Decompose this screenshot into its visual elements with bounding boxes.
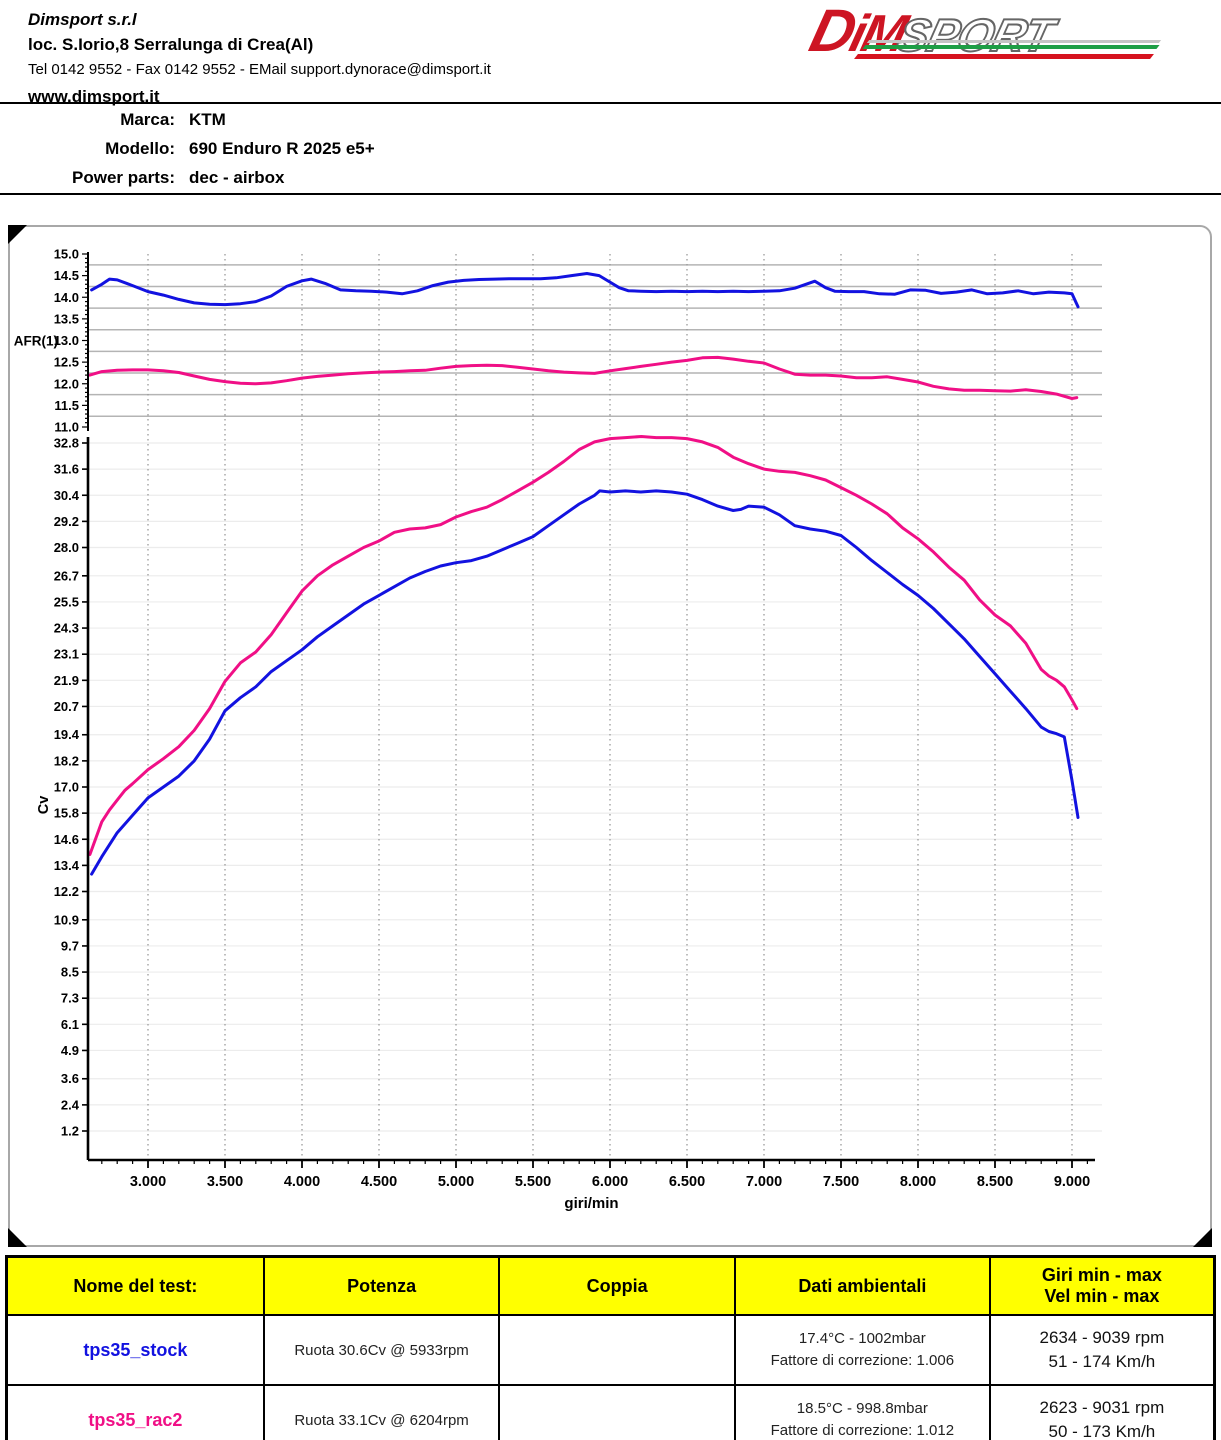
afr-ytick-label: 14.0 — [54, 290, 79, 305]
company-contacts: Tel 0142 9552 - Fax 0142 9552 - EMail su… — [28, 61, 491, 79]
cv-ytick-label: 4.9 — [61, 1043, 79, 1058]
header-divider — [0, 102, 1221, 104]
cv-ytick-label: 32.8 — [54, 436, 79, 451]
cv-ytick-label: 10.9 — [54, 912, 79, 927]
cv-ytick-label: 20.7 — [54, 699, 79, 714]
rpm-xtick-label: 8.500 — [977, 1174, 1013, 1190]
dimsport-logo: DiMSPORT — [804, 0, 1162, 64]
frame-corner-bottom-right-icon — [1193, 1228, 1212, 1247]
cv-ytick-label: 6.1 — [61, 1017, 79, 1032]
rpm-xtick-label: 3.000 — [130, 1174, 166, 1190]
rpm-xtick-label: 4.500 — [361, 1174, 397, 1190]
cv-ytick-label: 25.5 — [54, 594, 79, 609]
afr-curve-tps35_rac2 — [88, 355, 1079, 400]
rpm-xtick-label: 7.000 — [746, 1174, 782, 1190]
cv-ytick-label: 13.4 — [54, 858, 80, 873]
rpm-xtick-label: 5.500 — [515, 1174, 551, 1190]
logo-stripe-green — [862, 45, 1160, 49]
power-parts-label: Power parts: — [72, 168, 175, 187]
test-name-cell: tps35_rac2 — [5, 1384, 265, 1440]
frame-corner-bottom-left-icon — [8, 1228, 27, 1247]
power-curve-tps35_rac2 — [88, 435, 1079, 856]
dyno-chart-frame: 15.0 14.5 14.0 13.5 13.0 12.5 12.0 11.5 11.0 32.8… — [8, 225, 1212, 1247]
rpm-xtick-label: 4.000 — [284, 1174, 320, 1190]
cv-ytick-label: 17.0 — [54, 780, 79, 795]
cv-ytick-label: 8.5 — [61, 965, 79, 980]
dati-ambientali-cell: 17.4°C - 1002mbar Fattore di correzione: … — [733, 1314, 991, 1386]
afr-ytick-label: 13.0 — [54, 333, 79, 348]
dyno-chart: 15.0 14.5 14.0 13.5 13.0 12.5 12.0 11.5 11.032.8… — [14, 247, 1102, 1212]
cv-ytick-label: 9.7 — [61, 938, 79, 953]
vehicle-divider — [0, 193, 1221, 195]
company-website: www.dimsport.it — [28, 87, 160, 107]
afr-curve-tps35_stock — [90, 272, 1080, 309]
afr-ytick-label: 12.0 — [54, 376, 79, 391]
rpm-xtick-label: 8.000 — [900, 1174, 936, 1190]
results-table: Nome del test: Potenza Coppia Dati ambie… — [5, 1255, 1216, 1440]
table-row: tps35_stock Ruota 30.6Cv @ 5933rpm 17.4°C … — [5, 1314, 1216, 1386]
afr-ytick-label: 14.5 — [54, 268, 79, 283]
coppia-cell — [498, 1314, 736, 1386]
rpm-xtick-label: 7.500 — [823, 1174, 859, 1190]
potenza-cell: Ruota 33.1Cv @ 6204rpm — [262, 1384, 501, 1440]
cv-ytick-label: 14.6 — [54, 832, 79, 847]
company-info-block: Dimsport s.r.l loc. S.Iorio,8 Serralunga… — [28, 8, 491, 110]
afr-ytick-label: 15.0 — [54, 247, 79, 262]
cv-ytick-label: 12.2 — [54, 884, 79, 899]
cv-ytick-label: 23.1 — [54, 647, 79, 662]
afr-ytick-label: 12.5 — [54, 355, 79, 370]
cv-ytick-label: 2.4 — [61, 1097, 80, 1112]
cv-ytick-label: 31.6 — [54, 462, 79, 477]
cv-ytick-label: 26.7 — [54, 568, 79, 583]
company-name: Dimsport s.r.l — [28, 10, 137, 29]
cv-ytick-label: 28.0 — [54, 540, 79, 555]
power-parts-value: dec - airbox — [189, 168, 285, 187]
rpm-xtick-label: 6.500 — [669, 1174, 705, 1190]
company-address: loc. S.Iorio,8 Serralunga di Crea(Al) — [28, 34, 314, 54]
vehicle-info: Marca: KTM Modello: 690 Enduro R 2025 e5… — [0, 110, 600, 197]
header-giri-vel: Giri min - max Vel min - max — [988, 1255, 1216, 1316]
header-dati-ambientali: Dati ambientali — [733, 1255, 991, 1316]
logo-stripe-gray — [866, 40, 1162, 43]
cv-ytick-label: 29.2 — [54, 514, 79, 529]
cv-ytick-label: 21.9 — [54, 673, 79, 688]
cv-ytick-label: 30.4 — [54, 488, 80, 503]
dati-ambientali-cell: 18.5°C - 998.8mbar Fattore di correzione:… — [733, 1384, 991, 1440]
header-nome-del-test: Nome del test: — [5, 1255, 265, 1316]
header-potenza: Potenza — [262, 1255, 501, 1316]
giri-vel-cell: 2623 - 9031 rpm 50 - 173 Km/h — [988, 1384, 1216, 1440]
header-coppia: Coppia — [498, 1255, 736, 1316]
table-row: tps35_rac2 Ruota 33.1Cv @ 6204rpm 18.5°C -… — [5, 1384, 1216, 1440]
rpm-xtick-label: 6.000 — [592, 1174, 628, 1190]
marca-label: Marca: — [120, 110, 175, 129]
cv-ytick-label: 1.2 — [61, 1124, 79, 1139]
test-name-cell: tps35_stock — [5, 1314, 265, 1386]
cv-axis-title: Cv — [36, 796, 52, 815]
rpm-xtick-label: 9.000 — [1054, 1174, 1090, 1190]
afr-axis-title: AFR(1) — [14, 334, 58, 349]
potenza-cell: Ruota 30.6Cv @ 5933rpm — [262, 1314, 501, 1386]
logo-stripe-red — [854, 54, 1154, 59]
cv-ytick-label: 24.3 — [54, 621, 79, 636]
marca-value: KTM — [189, 110, 226, 129]
cv-ytick-label: 15.8 — [54, 806, 79, 821]
afr-ytick-label: 11.5 — [54, 398, 79, 413]
cv-ytick-label: 18.2 — [54, 753, 79, 768]
power-curve-tps35_stock — [90, 489, 1080, 876]
rpm-xtick-label: 5.000 — [438, 1174, 474, 1190]
girimin-axis-title: giri/min — [564, 1195, 618, 1212]
cv-ytick-label: 7.3 — [61, 991, 79, 1006]
afr-ytick-label: 13.5 — [54, 311, 79, 326]
frame-corner-top-left-icon — [8, 225, 27, 244]
cv-ytick-label: 19.4 — [54, 727, 80, 742]
afr-ytick-label: 11.0 — [54, 420, 79, 435]
table-header-row: Nome del test: Potenza Coppia Dati ambie… — [5, 1255, 1216, 1316]
rpm-xtick-label: 3.500 — [207, 1174, 243, 1190]
coppia-cell — [498, 1384, 736, 1440]
modello-label: Modello: — [105, 139, 175, 158]
cv-ytick-label: 3.6 — [61, 1071, 79, 1086]
modello-value: 690 Enduro R 2025 e5+ — [189, 139, 375, 158]
giri-vel-cell: 2634 - 9039 rpm 51 - 174 Km/h — [988, 1314, 1216, 1386]
